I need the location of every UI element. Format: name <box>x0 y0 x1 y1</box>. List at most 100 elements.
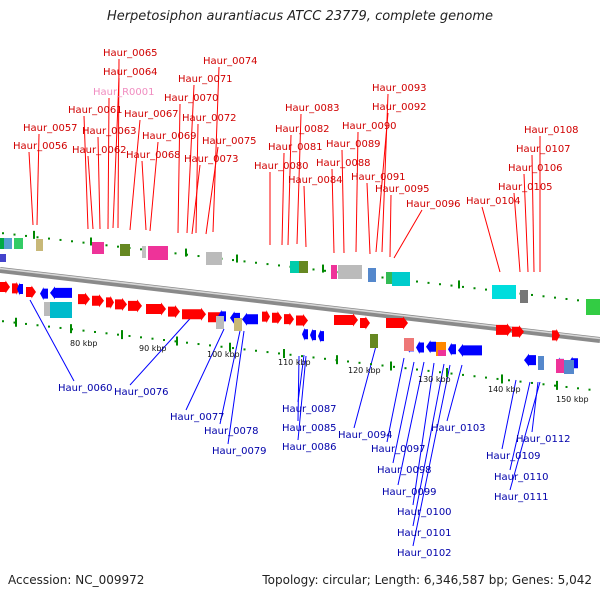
label-leader-lines <box>28 58 541 547</box>
reverse-gene-arrow <box>17 282 23 296</box>
leader-line <box>87 155 94 230</box>
tick-dot <box>324 357 326 360</box>
forward-gene-label: Haur_0105 <box>498 182 553 193</box>
tick-dot <box>2 232 4 235</box>
feature-box <box>206 252 222 265</box>
forward-gene-label: Haur_0072 <box>182 113 237 124</box>
major-tick <box>15 317 17 327</box>
reverse-gene-label: Haur_0112 <box>516 434 571 445</box>
feature-box <box>92 242 104 254</box>
reverse-gene-label: Haur_0086 <box>282 442 337 453</box>
feature-box <box>338 265 362 279</box>
tick-dot <box>71 240 73 243</box>
major-tick <box>236 254 238 263</box>
forward-gene-label: Haur_0083 <box>285 103 340 114</box>
leader-line <box>523 173 529 273</box>
major-tick <box>446 368 448 378</box>
tick-dot <box>462 285 464 288</box>
axis-tick-label: 130 kbp <box>418 375 451 384</box>
forward-gene-label: Haur_0093 <box>372 83 427 94</box>
forward-gene-label: Haur_0106 <box>508 163 563 174</box>
leader-line <box>281 152 285 246</box>
feature-box <box>538 356 544 370</box>
forward-strand-genes <box>0 280 560 342</box>
axis-tick-label: 110 kbp <box>278 358 311 367</box>
leader-line <box>412 362 435 506</box>
leader-line <box>219 330 241 425</box>
major-tick <box>322 264 324 273</box>
feature-box <box>299 261 308 273</box>
tick-dot <box>197 343 200 346</box>
tick-dot <box>485 288 487 291</box>
tick-dot <box>427 281 430 284</box>
leader-line <box>531 381 539 433</box>
feature-box <box>4 238 12 249</box>
leader-line <box>149 141 159 232</box>
tick-dot <box>312 356 315 359</box>
leader-line <box>195 123 199 234</box>
feature-box <box>120 244 130 256</box>
feature-box <box>586 299 600 315</box>
forward-gene-label: Haur_0074 <box>203 56 258 67</box>
tick-dot <box>439 283 441 286</box>
tick-dot <box>324 269 326 272</box>
forward-gene-label: Haur_0082 <box>275 124 330 135</box>
reverse-gene-arrow <box>458 343 482 357</box>
leader-line <box>331 168 335 254</box>
leader-line <box>129 311 197 386</box>
reverse-gene-label: Haur_0099 <box>382 487 437 498</box>
forward-gene-arrow <box>146 302 166 316</box>
tick-dot <box>220 345 223 348</box>
tick-dot <box>140 336 142 339</box>
forward-gene-arrow <box>0 280 10 294</box>
leader-line <box>341 149 345 254</box>
tick-dot <box>2 320 4 323</box>
tick-dot <box>381 364 384 367</box>
forward-gene-label: Haur_0091 <box>351 172 406 183</box>
leader-line <box>297 355 307 441</box>
leader-line <box>366 182 371 255</box>
leader-line <box>112 77 120 229</box>
forward-gene-label: Haur_0095 <box>375 184 430 195</box>
leader-line <box>481 206 501 273</box>
forward-gene-label: Haur_0068 <box>126 150 181 161</box>
major-tick <box>90 237 92 246</box>
tick-dot <box>174 252 177 255</box>
tick-dot <box>255 349 257 352</box>
tick-dot <box>577 387 579 390</box>
feature-box <box>142 246 146 258</box>
tick-dot <box>25 234 27 237</box>
reverse-gene-label: Haur_0101 <box>397 528 452 539</box>
tick-dot <box>289 353 292 356</box>
reverse-gene-labels: Haur_0060 Haur_0076 Haur_0077 Haur_0078 Haur… <box>58 383 571 559</box>
forward-gene-label: Haur_0107 <box>516 144 571 155</box>
forward-gene-label: Haur_0064 <box>103 67 158 78</box>
reverse-gene-label: Haur_0094 <box>338 430 393 441</box>
tick-dot <box>82 241 85 244</box>
forward-gene-arrow <box>26 285 36 299</box>
tick-dot <box>439 371 441 374</box>
feature-box <box>438 350 446 356</box>
axis-tick-label: 150 kbp <box>556 395 589 404</box>
forward-gene-label: Haur_0088 <box>316 158 371 169</box>
tick-dot <box>554 296 556 299</box>
forward-gene-arrow <box>106 295 114 309</box>
forward-gene-arrow <box>128 299 142 313</box>
forward-gene-label: Haur_0067 <box>124 109 179 120</box>
tick-dot <box>565 297 568 300</box>
reverse-gene-label: Haur_0078 <box>204 426 259 437</box>
axis-tick-label: 140 kbp <box>488 385 521 394</box>
leader-line <box>412 363 445 527</box>
tick-dot <box>554 384 556 387</box>
tick-dot <box>266 351 269 354</box>
feature-box <box>492 285 516 299</box>
forward-gene-label: Haur_0071 <box>178 74 233 85</box>
forward-gene-arrow <box>262 310 270 324</box>
forward-gene-arrow <box>512 325 524 339</box>
forward-gene-label: Haur_0092 <box>372 102 427 113</box>
reverse-gene-label: Haur_0100 <box>397 507 452 518</box>
forward-gene-label: Haur_0090 <box>342 121 397 132</box>
tick-dot <box>473 287 476 290</box>
forward-gene-arrow <box>296 314 308 328</box>
